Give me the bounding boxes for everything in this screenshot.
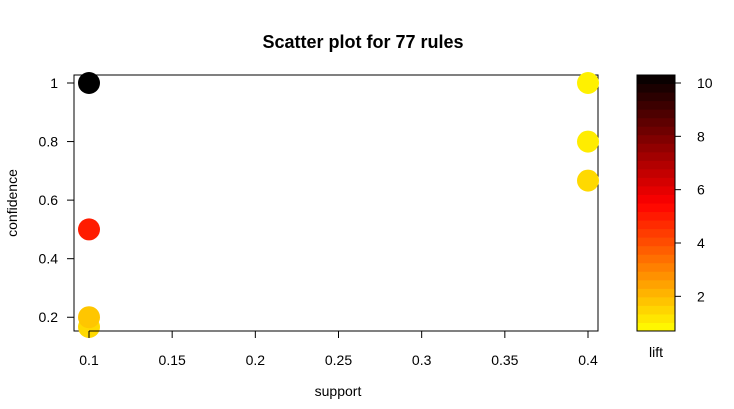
color-legend-swatch xyxy=(637,322,675,332)
color-legend: 2 4 6 8 10 xyxy=(636,74,713,332)
color-legend-swatch xyxy=(637,271,675,281)
color-legend-swatch xyxy=(637,211,675,221)
points-layer xyxy=(78,72,599,338)
color-legend-tick-label: 2 xyxy=(697,288,705,304)
scatter-point xyxy=(577,72,599,94)
color-legend-tick-label: 4 xyxy=(697,235,705,251)
chart-title: Scatter plot for 77 rules xyxy=(262,32,463,52)
color-legend-swatch xyxy=(637,194,675,204)
color-legend-swatch xyxy=(637,75,675,85)
color-legend-swatch xyxy=(637,305,675,315)
color-legend-swatch xyxy=(637,109,675,119)
color-legend-swatch xyxy=(637,177,675,187)
color-legend-swatch xyxy=(637,237,675,247)
color-legend-swatch xyxy=(637,288,675,298)
scatter-point xyxy=(78,218,100,241)
x-tick-label: 0.2 xyxy=(246,352,266,368)
scatter-point xyxy=(577,169,599,192)
color-legend-tick-label: 6 xyxy=(697,182,705,198)
x-tick-label: 0.3 xyxy=(412,352,432,368)
scatter-point xyxy=(577,130,599,153)
y-tick-label: 0.2 xyxy=(39,309,59,325)
color-legend-swatch xyxy=(637,279,675,289)
x-axis-label: support xyxy=(315,383,362,399)
color-legend-swatch xyxy=(637,151,675,161)
color-legend-swatch xyxy=(637,160,675,170)
color-legend-swatch xyxy=(637,100,675,110)
x-tick-label: 0.1 xyxy=(79,352,99,368)
color-legend-swatch xyxy=(637,117,675,127)
color-legend-frame xyxy=(636,74,676,332)
color-legend-tick-label: 10 xyxy=(697,75,713,91)
y-tick-label: 0.8 xyxy=(39,134,59,150)
scatter-point xyxy=(78,306,100,329)
x-tick-label: 0.35 xyxy=(491,352,518,368)
y-tick-label: 0.6 xyxy=(39,192,59,208)
scatter-point xyxy=(78,72,100,94)
color-legend-swatch xyxy=(637,168,675,178)
color-legend-swatch xyxy=(637,296,675,306)
y-tick-label: 1 xyxy=(50,75,58,91)
color-legend-swatch xyxy=(637,126,675,136)
color-legend-tick-label: 8 xyxy=(697,128,705,144)
y-axis-label: confidence xyxy=(4,169,20,237)
color-legend-swatch xyxy=(637,134,675,144)
color-legend-swatch xyxy=(637,313,675,323)
color-legend-swatch xyxy=(637,228,675,238)
x-tick-label: 0.25 xyxy=(325,352,352,368)
x-axis: 0.1 0.15 0.2 0.25 0.3 0.35 0.4 xyxy=(79,330,598,368)
color-legend-swatch xyxy=(637,220,675,230)
color-legend-swatch xyxy=(637,262,675,272)
color-legend-label: lift xyxy=(649,344,663,360)
color-legend-swatch xyxy=(637,143,675,153)
color-legend-swatch xyxy=(637,92,675,102)
color-legend-swatch xyxy=(637,203,675,213)
x-tick-label: 0.15 xyxy=(159,352,186,368)
plot-area xyxy=(73,74,599,332)
y-axis: 0.2 0.4 0.6 0.8 1 xyxy=(39,75,75,325)
color-legend-swatch xyxy=(637,185,675,195)
y-tick-label: 0.4 xyxy=(39,251,59,267)
x-tick-label: 0.4 xyxy=(578,352,598,368)
color-legend-swatch xyxy=(637,254,675,264)
color-legend-swatch xyxy=(637,83,675,93)
color-legend-swatch xyxy=(637,245,675,255)
